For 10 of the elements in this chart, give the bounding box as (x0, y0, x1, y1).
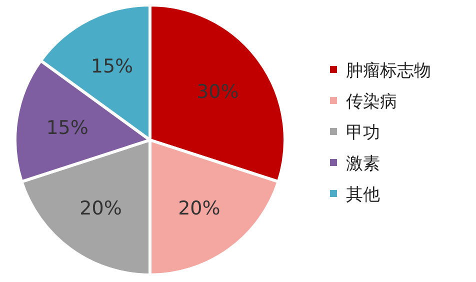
legend-label: 激素 (346, 154, 380, 174)
data-label: 20% (80, 198, 122, 220)
legend-label: 甲功 (346, 123, 380, 143)
data-label: 30% (196, 80, 239, 103)
legend-label: 传染病 (346, 92, 397, 112)
legend-label: 其他 (346, 185, 380, 205)
data-label: 15% (90, 55, 134, 78)
data-label: 20% (178, 198, 220, 220)
data-label: 15% (46, 116, 88, 139)
legend-label: 肿瘤标志物 (346, 61, 431, 81)
